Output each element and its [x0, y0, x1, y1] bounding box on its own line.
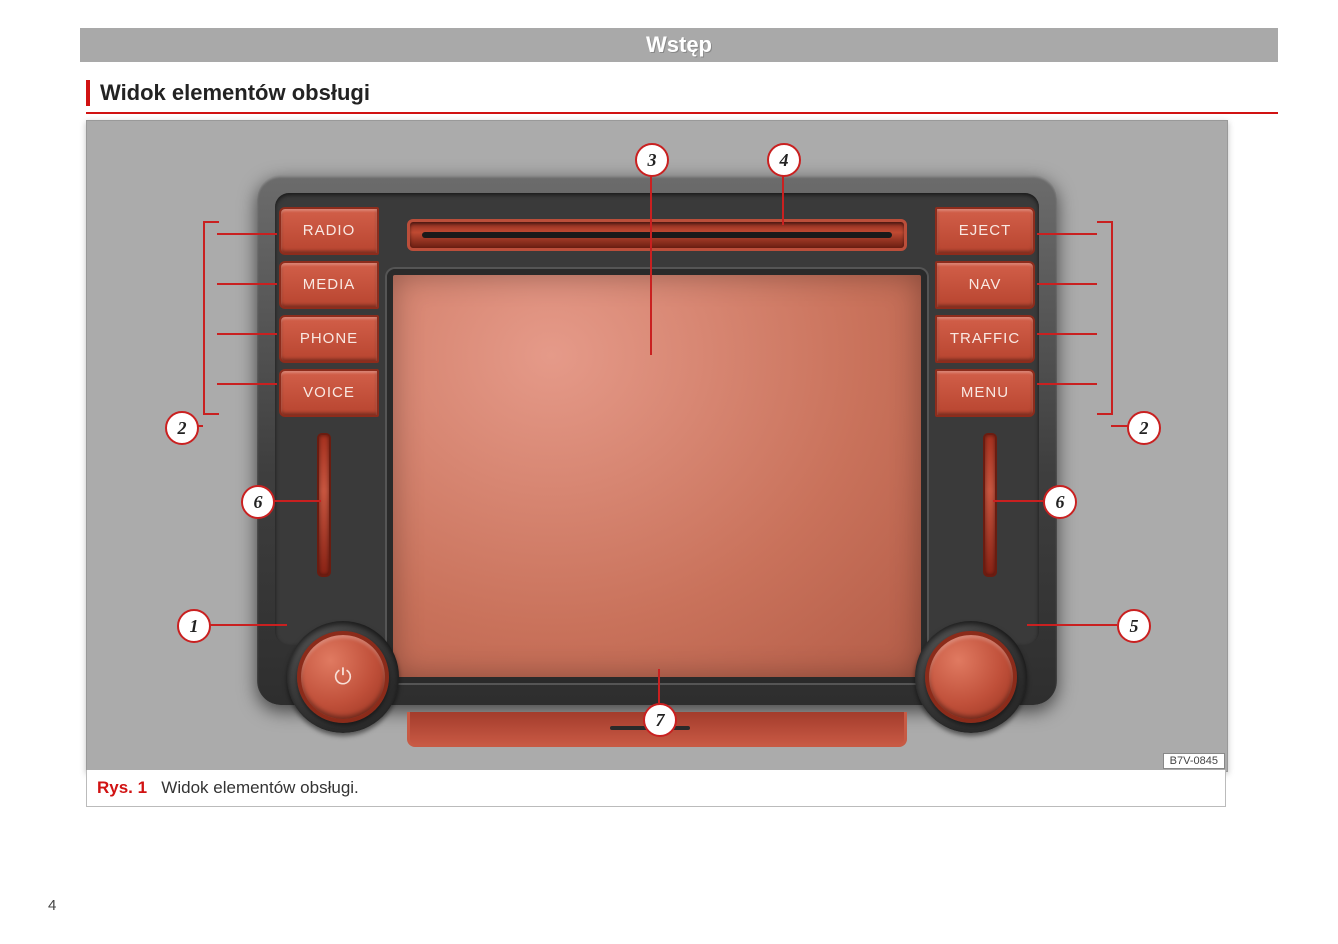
lead-4: [782, 175, 784, 225]
callout-7: 7: [643, 703, 677, 737]
lead-2l-c: [217, 333, 277, 335]
power-volume-knob-well: [287, 621, 399, 733]
bracket-2-left: [203, 221, 219, 415]
lead-6r: [993, 500, 1043, 502]
lead-2l-b: [217, 283, 277, 285]
right-sensor-slot[interactable]: [983, 433, 997, 577]
figure-caption-text: Widok elementów obsługi.: [161, 778, 358, 797]
disc-slot[interactable]: [407, 219, 907, 251]
callout-6-right: 6: [1043, 485, 1077, 519]
lead-6l: [273, 500, 321, 502]
section-heading: Widok elementów obsługi: [86, 80, 1278, 106]
left-sensor-slot[interactable]: [317, 433, 331, 577]
lead-7: [658, 669, 660, 703]
lead-3: [650, 175, 652, 355]
phone-button[interactable]: PHONE: [279, 315, 379, 363]
callout-4: 4: [767, 143, 801, 177]
callout-3: 3: [635, 143, 669, 177]
power-volume-knob[interactable]: [297, 631, 389, 723]
figure-label: Rys. 1: [97, 778, 147, 797]
right-button-column: EJECT NAV TRAFFIC MENU: [935, 207, 1035, 423]
section-rule: [86, 112, 1278, 114]
figure-caption: Rys. 1 Widok elementów obsługi.: [86, 770, 1226, 807]
lead-2r-d: [1037, 383, 1097, 385]
touchscreen[interactable]: [387, 269, 927, 683]
infotainment-device: RADIO MEDIA PHONE VOICE EJECT NAV TRAFFI…: [257, 175, 1057, 705]
traffic-button[interactable]: TRAFFIC: [935, 315, 1035, 363]
manual-page: Wstęp Widok elementów obsługi RADIO MEDI…: [0, 0, 1338, 944]
menu-button[interactable]: MENU: [935, 369, 1035, 417]
nav-button[interactable]: NAV: [935, 261, 1035, 309]
lead-2r-b: [1037, 283, 1097, 285]
page-number: 4: [48, 897, 56, 914]
image-id: B7V-0845: [1163, 753, 1225, 769]
section-heading-wrap: Widok elementów obsługi: [86, 80, 1278, 114]
header-title: Wstęp: [80, 28, 1278, 62]
callout-6-left: 6: [241, 485, 275, 519]
tune-scroll-knob-well: [915, 621, 1027, 733]
lead-2l-a: [217, 233, 277, 235]
voice-button[interactable]: VOICE: [279, 369, 379, 417]
left-button-column: RADIO MEDIA PHONE VOICE: [279, 207, 379, 423]
lead-2l-d: [217, 383, 277, 385]
lead-5: [1027, 624, 1117, 626]
callout-2-right: 2: [1127, 411, 1161, 445]
figure-frame: RADIO MEDIA PHONE VOICE EJECT NAV TRAFFI…: [86, 120, 1228, 772]
lead-2r-c: [1037, 333, 1097, 335]
lead-1: [209, 624, 287, 626]
callout-1: 1: [177, 609, 211, 643]
callout-5: 5: [1117, 609, 1151, 643]
bracket-2-right: [1097, 221, 1113, 415]
eject-button[interactable]: EJECT: [935, 207, 1035, 255]
media-button[interactable]: MEDIA: [279, 261, 379, 309]
radio-button[interactable]: RADIO: [279, 207, 379, 255]
lead-2r-a: [1037, 233, 1097, 235]
tune-scroll-knob[interactable]: [925, 631, 1017, 723]
callout-2-left: 2: [165, 411, 199, 445]
